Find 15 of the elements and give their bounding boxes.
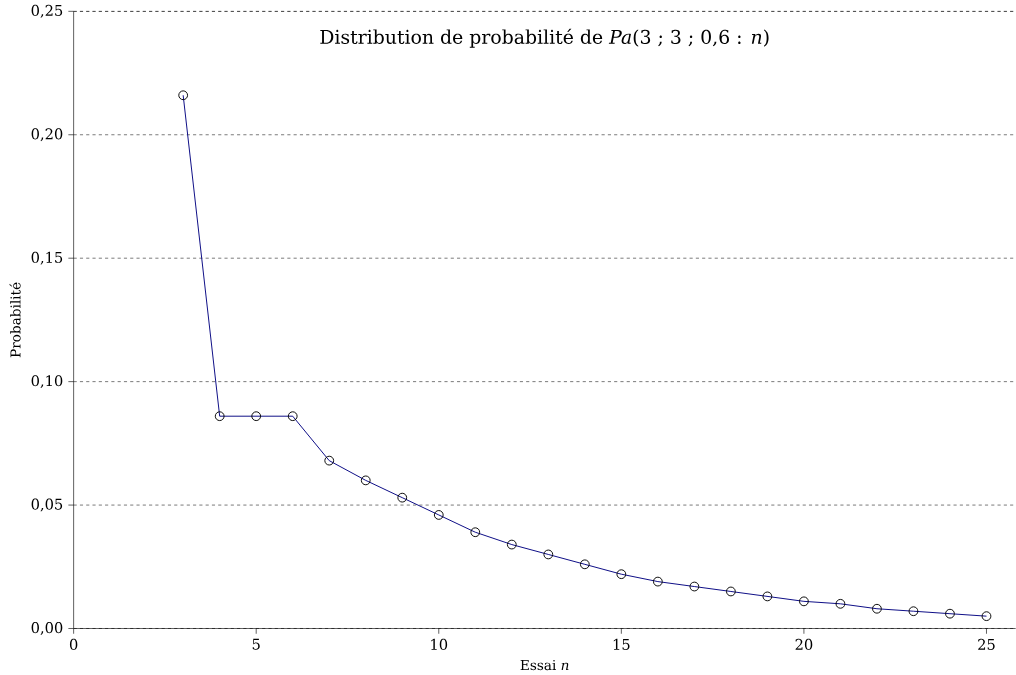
y-tick-label: 0,00 (31, 622, 63, 635)
y-tick-label: 0,25 (31, 4, 63, 18)
y-tick-label: 0,10 (31, 375, 63, 389)
x-tick-label: 15 (613, 638, 630, 650)
y-axis-title: Probabilité (9, 282, 21, 358)
y-tick-label: 0,05 (31, 498, 63, 512)
x-tick-label: 20 (795, 638, 813, 650)
y-tick-label: 0,15 (31, 251, 63, 265)
x-tick-label: 5 (252, 638, 260, 650)
x-tick-label: 25 (978, 638, 995, 650)
x-tick-label: 0 (69, 638, 78, 650)
y-tick-label: 0,20 (31, 128, 63, 142)
x-axis-title: Essai n (520, 659, 569, 671)
text: Distribution de probabilité de Pa(3 ; 3 ; 0,6 : n) (320, 28, 769, 48)
x-tick-label: 10 (431, 638, 448, 650)
